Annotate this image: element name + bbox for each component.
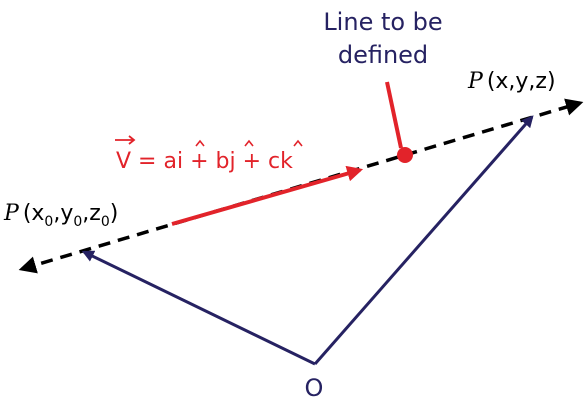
- point-p0-label: P (x0,y0,z0): [3, 201, 118, 230]
- point-p-label: P (x,y,z): [467, 69, 556, 94]
- unit-i: i: [177, 149, 183, 174]
- origin-label: O: [305, 374, 324, 402]
- svg-text:V = ai + bj + ck: V = ai + bj + ck: [116, 149, 293, 174]
- vector-equation: V = ai + bj + ck: [115, 135, 303, 174]
- direction-vector-v: [171, 165, 364, 226]
- callout-label-line1: Line to be: [323, 8, 442, 36]
- hat-over-j: [244, 139, 254, 147]
- callout-point-marker: [397, 147, 413, 163]
- hat-over-i: [195, 139, 205, 147]
- callout-pointer: [385, 81, 403, 149]
- position-vector-o-to-p0: [81, 250, 316, 366]
- unit-k: k: [280, 149, 293, 174]
- point-p-coords: (x,y,z): [487, 69, 556, 94]
- position-vector-o-to-p: [313, 115, 534, 365]
- vector-v-symbol: V: [116, 149, 131, 174]
- hat-over-k: [293, 139, 303, 147]
- unit-j: j: [228, 149, 235, 174]
- point-p-symbol: P: [467, 69, 484, 94]
- point-p0-symbol: P: [3, 201, 20, 226]
- callout-label-line2: defined: [338, 41, 428, 69]
